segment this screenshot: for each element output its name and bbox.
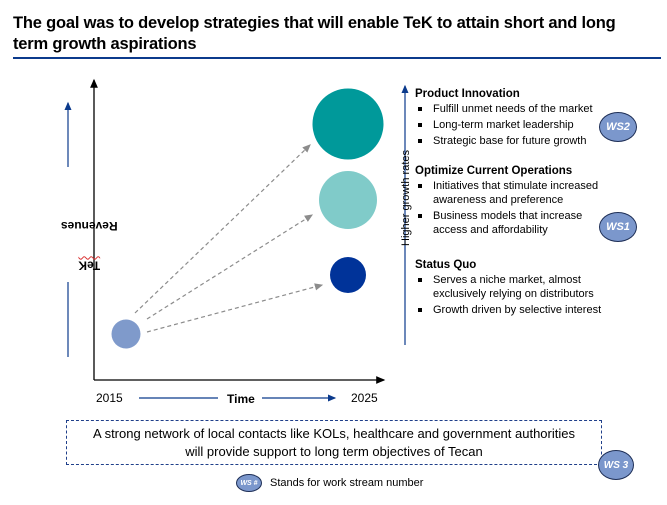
strategy-bullet: Fulfill unmet needs of the market	[415, 102, 593, 116]
strategy-heading: Status Quo	[415, 259, 477, 271]
arrow-to-optimize	[146, 214, 314, 320]
strategy-bullet: Serves a niche market, almost exclusivel…	[415, 273, 625, 301]
ws3-badge: WS 3	[598, 450, 634, 480]
strategy-status-quo: Status Quo Serves a niche market, almost…	[415, 258, 625, 319]
support-note-line-1: A strong network of local contacts like …	[93, 426, 575, 441]
y-axis-label: TeK Revenues	[50, 219, 118, 272]
x-end-year: 2025	[351, 391, 378, 405]
legend: WS # Stands for work stream number	[236, 474, 423, 492]
strategy-heading: Optimize Current Operations	[415, 165, 573, 177]
legend-text: Stands for work stream number	[270, 477, 424, 489]
strategy-bullet: Business models that increase access and…	[415, 209, 603, 237]
support-note: A strong network of local contacts like …	[66, 420, 602, 465]
title-divider	[13, 57, 661, 59]
bubble-innovation	[312, 88, 384, 160]
support-note-line-2: will provide support to long term object…	[185, 444, 483, 459]
strategy-product-innovation: Product Innovation Fulfill unmet needs o…	[415, 87, 593, 150]
strategy-optimize-operations: Optimize Current Operations Initiatives …	[415, 164, 615, 239]
bubble-optimize	[319, 171, 377, 229]
ws2-badge: WS2	[599, 112, 637, 142]
arrow-to-status-quo	[146, 283, 324, 333]
strategy-heading: Product Innovation	[415, 88, 520, 100]
bubble-start-2015	[111, 319, 141, 349]
strategy-bullet: Long-term market leadership	[415, 118, 593, 132]
growth-axis-label: Higher growth rates	[400, 150, 412, 246]
strategy-bullet: Growth driven by selective interest	[415, 303, 625, 317]
legend-ws-badge: WS #	[236, 474, 262, 492]
y-axis-label-tek: TeK	[78, 258, 101, 273]
y-axis-label-revenues: Revenues	[60, 219, 118, 234]
slide-title: The goal was to develop strategies that …	[13, 14, 616, 53]
ws1-badge: WS1	[599, 212, 637, 242]
strategy-bullet: Strategic base for future growth	[415, 134, 593, 148]
bubble-status-quo	[330, 257, 366, 293]
x-start-year: 2015	[96, 391, 123, 405]
arrow-to-innovation	[134, 144, 311, 314]
strategy-bullet: Initiatives that stimulate increased awa…	[415, 179, 615, 207]
x-axis-label: Time	[227, 392, 255, 406]
